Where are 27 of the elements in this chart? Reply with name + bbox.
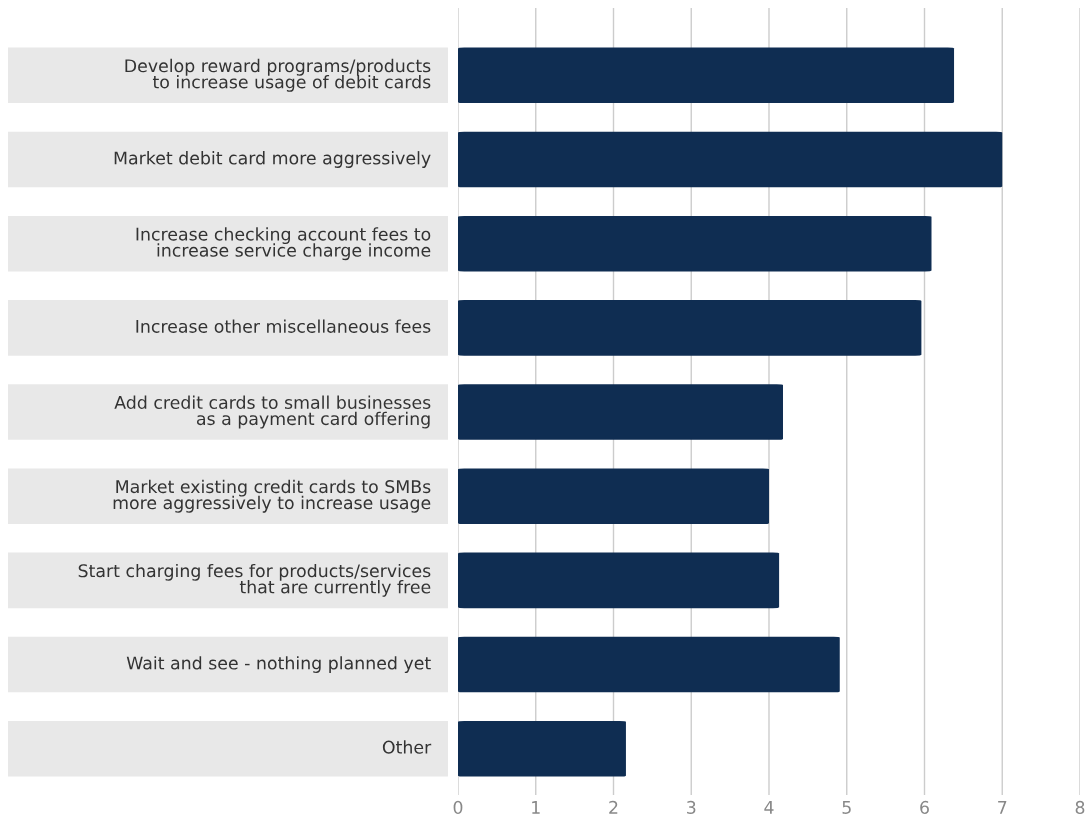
bar (458, 131, 1003, 188)
y-tick-label: Market existing credit cards to SMBs more aggressively to increase usage (113, 479, 431, 513)
x-tick-label: 8 (1075, 800, 1085, 814)
bar (458, 468, 769, 524)
x-tick-label: 0 (453, 800, 463, 814)
bar (458, 215, 932, 272)
bar (458, 720, 626, 777)
y-tick-label: Market debit card more aggressively (114, 151, 431, 168)
y-tick-label: Wait and see - nothing planned yet (126, 656, 431, 673)
y-tick-label: Develop reward programs/products to increase usage of debit cards (125, 58, 431, 92)
x-tick-label: 1 (532, 801, 540, 814)
y-tick-label: Start charging fees for products/services that are currently free (78, 563, 431, 597)
y-tick-label: Increase checking account fees to increase service charge income (136, 227, 431, 261)
y-tick-label: Increase other miscellaneous fees (136, 319, 431, 333)
bar (458, 552, 780, 609)
x-tick-label: 3 (687, 800, 696, 814)
x-tick-label: 6 (920, 800, 929, 814)
bar (458, 636, 840, 693)
x-tick-label: 7 (998, 801, 1007, 814)
x-tick-label: 5 (842, 801, 851, 814)
x-tick-label: 2 (609, 800, 618, 814)
y-tick-label: Add credit cards to small businesses as a payment card offering (114, 395, 431, 429)
y-tick-label: Other (382, 740, 432, 754)
bar (458, 47, 955, 104)
x-tick-label: 4 (764, 801, 774, 814)
bar (458, 384, 783, 440)
bar (458, 300, 922, 356)
